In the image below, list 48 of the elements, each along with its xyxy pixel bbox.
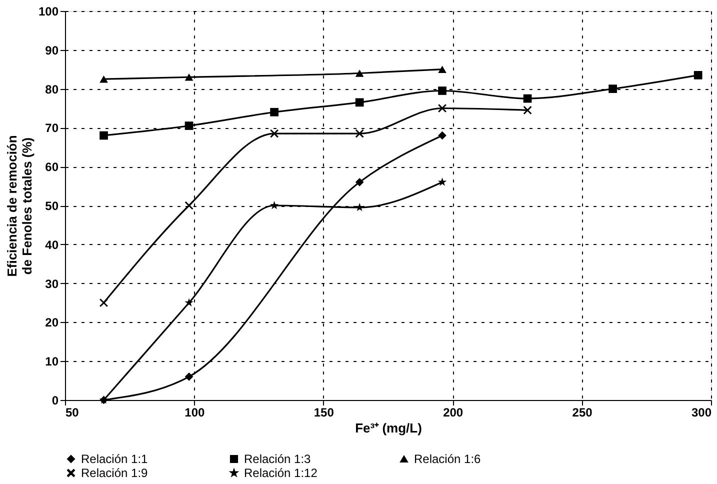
y-tick-label: 30 — [45, 276, 59, 291]
y-tick-label: 20 — [45, 316, 59, 330]
y-tick-label: 100 — [38, 4, 59, 18]
x-tick-label: 200 — [443, 406, 464, 420]
point — [270, 200, 279, 210]
point — [184, 122, 194, 130]
x-tick-label: 250 — [572, 406, 593, 420]
y-tick-label: 50 — [45, 199, 59, 213]
x-tick-label: 50 — [66, 406, 80, 420]
y-tick-label: 70 — [45, 121, 59, 136]
y-tick-label: 90 — [45, 43, 59, 58]
point — [523, 106, 532, 114]
point — [523, 94, 532, 103]
legend-label: Relación 1:6 — [414, 452, 482, 466]
point — [184, 372, 194, 381]
x-tick-label: 150 — [314, 406, 334, 420]
point — [438, 178, 447, 186]
point — [694, 71, 702, 80]
point — [438, 131, 446, 140]
y-tick-label: 0 — [52, 394, 59, 408]
point — [100, 131, 108, 140]
legend-label: Relación 1:1 — [81, 452, 148, 466]
point — [184, 74, 194, 81]
x-tick-label: 100 — [184, 406, 206, 420]
point — [184, 298, 194, 306]
point — [355, 98, 364, 107]
point — [608, 84, 617, 93]
point — [270, 108, 278, 116]
point — [355, 178, 364, 186]
point — [184, 201, 194, 210]
point — [355, 70, 364, 77]
point — [355, 129, 364, 138]
x-tick-label: 300 — [691, 406, 712, 420]
y-axis-title: Eficiencia de remoción de Fenoles totales (%) — [4, 135, 34, 277]
y-tick-label: 60 — [45, 160, 59, 174]
y-tick-label: 40 — [45, 238, 59, 252]
x-axis-title: Fe³⁺ (mg/L) — [355, 420, 422, 436]
legend-label: Relación 1:12 — [244, 466, 318, 480]
point — [438, 66, 446, 73]
point — [270, 129, 278, 138]
point — [438, 104, 446, 112]
y-tick-label: 80 — [45, 82, 59, 96]
point — [100, 75, 108, 83]
legend-label: Relación 1:9 — [81, 466, 148, 480]
point — [438, 86, 446, 95]
point — [100, 298, 108, 307]
legend-label: Relación 1:3 — [244, 452, 312, 466]
y-tick-label: 10 — [45, 354, 59, 369]
